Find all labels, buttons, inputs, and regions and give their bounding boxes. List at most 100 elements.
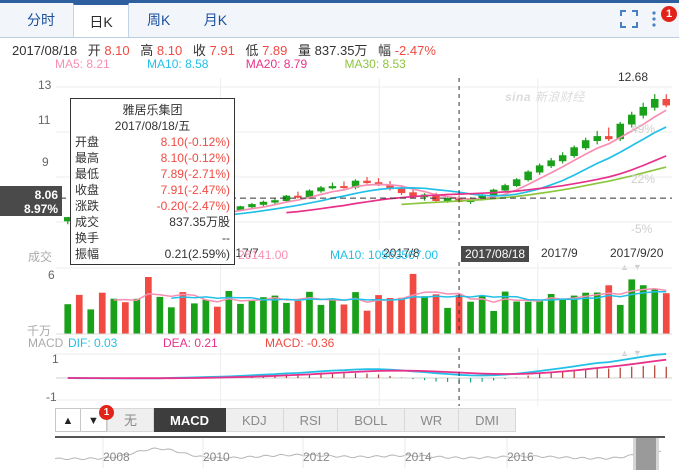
tooltip-close-value: 7.91(-2.47%) <box>160 183 230 197</box>
quote-info-bar: 2017/08/18 开 8.10 高 8.10 收 7.91 低 7.89 量… <box>0 40 679 76</box>
tooltip-high-label: 最高 <box>75 151 100 165</box>
indicator-dmi[interactable]: DMI <box>459 408 517 432</box>
xlabel-2017-8: 2017/8 <box>383 246 420 260</box>
tooltip-open-value: 8.10(-0.12%) <box>160 135 230 149</box>
notification-badge: 1 <box>661 6 677 22</box>
down-arrow-glyph: ▼ <box>88 415 99 427</box>
macd-header: MACD DIF: 0.03 DEA: 0.21 MACD: -0.36 <box>0 336 679 352</box>
more-vertical-icon[interactable]: 1 <box>651 6 677 28</box>
minimap-year-2012: 2012 <box>303 450 330 464</box>
moving-average-line: MA5: 8.21 MA10: 8.58 MA20: 8.79 MA30: 8.… <box>55 57 406 71</box>
indicator-badge: 1 <box>99 405 114 420</box>
minimap-year-2016: 2016 <box>507 450 534 464</box>
macd-sort-arrows[interactable]: ▲▼ <box>620 348 646 358</box>
ma30-value: MA30: 8.53 <box>344 57 406 71</box>
tab-minute[interactable]: 分时 <box>27 12 55 28</box>
tooltip-turnover-value: -- <box>222 231 230 245</box>
tooltip-row: 开盘 8.10(-0.12%) <box>75 134 230 150</box>
change-label: 幅 <box>378 43 392 58</box>
tab-daily[interactable]: 日K <box>73 3 129 37</box>
volume-sort-arrows[interactable]: ▲▼ <box>620 262 646 272</box>
xlabel-2017-9-20: 2017/9/20 <box>610 246 664 260</box>
tooltip-row: 换手 -- <box>75 230 230 246</box>
indicator-wr[interactable]: WR <box>404 408 460 432</box>
high-label: 高 <box>140 43 154 58</box>
price-tick-9: 9 <box>42 155 49 169</box>
crosshair-price-label: 8.06 8.97% <box>0 186 62 216</box>
open-value: 8.10 <box>104 43 130 58</box>
percent-tick-22: 22% <box>631 172 656 186</box>
fullscreen-icon[interactable] <box>619 10 638 28</box>
tooltip-row: 涨跌 -0.20(-2.47%) <box>75 198 230 214</box>
volume-header: 成交 26141.00 MA10: 10563567.00 <box>0 248 679 264</box>
minimap-scroll-handle[interactable] <box>633 438 659 470</box>
macd-tick-bottom: -1 <box>46 390 57 404</box>
top-tab-bar: 分时 日K 周K 月K 1 <box>0 0 679 38</box>
crosshair-date-label: 2017/08/18 <box>461 246 530 262</box>
tooltip-row: 成交 837.35万股 <box>75 214 230 230</box>
history-minimap[interactable]: 2008 2010 2012 2014 2016 <box>55 436 665 470</box>
low-label: 低 <box>245 43 259 58</box>
watermark-brand: sina <box>505 90 532 104</box>
indicator-boll[interactable]: BOLL <box>338 408 405 432</box>
quote-tooltip: 雅居乐集团 2017/08/18/五 开盘 8.10(-0.12%) 最高 8.10… <box>70 98 235 265</box>
indicator-macd[interactable]: MACD <box>154 408 227 432</box>
accent-line <box>0 0 679 3</box>
price-tick-13: 13 <box>38 78 52 92</box>
minimap-year-2010: 2010 <box>203 450 230 464</box>
volume-title: 成交 <box>28 250 53 264</box>
tooltip-change-value: -0.20(-2.47%) <box>156 199 230 213</box>
tooltip-low-value: 7.89(-2.71%) <box>160 167 230 181</box>
percent-tick-49: 49% <box>631 122 656 136</box>
tooltip-date: 2017/08/18/五 <box>114 119 191 133</box>
indicator-kdj[interactable]: KDJ <box>226 408 284 432</box>
scroll-down-button[interactable]: ▼ 1 <box>81 405 114 432</box>
volume-ma5: 26141.00 <box>238 248 289 262</box>
macd-chart-pane[interactable] <box>0 348 679 406</box>
close-label: 收 <box>192 43 206 58</box>
sina-watermark: sina 新浪财经 <box>505 88 585 105</box>
tooltip-amplitude-value: 0.21(2.59%) <box>164 247 230 261</box>
xlabel-2017-9: 2017/9 <box>541 246 578 260</box>
crosshair-price-value: 8.06 <box>34 188 58 202</box>
price-tick-11: 11 <box>38 113 51 127</box>
macd-title: MACD <box>28 336 64 350</box>
indicator-none[interactable]: 无 <box>107 408 155 432</box>
period-tabs: 分时 日K 周K 月K <box>12 3 242 38</box>
macd-main-value: MACD: -0.36 <box>265 336 335 350</box>
ma5-value: MA5: 8.21 <box>55 57 110 71</box>
tooltip-volume-label: 成交 <box>75 215 100 229</box>
tooltip-change-label: 涨跌 <box>75 199 100 213</box>
tab-weekly[interactable]: 周K <box>147 12 171 28</box>
tooltip-low-label: 最低 <box>75 167 100 181</box>
indicator-toolbar: ▲ ▼ 1 无 MACD KDJ RSI BOLL WR DMI <box>55 405 517 434</box>
price-chart-pane[interactable] <box>0 78 679 240</box>
scroll-up-button[interactable]: ▲ <box>55 408 81 432</box>
ma10-value: MA10: 8.58 <box>147 57 209 71</box>
peak-price-label: 12.68 <box>618 70 649 84</box>
tooltip-turnover-label: 换手 <box>75 231 100 245</box>
macd-dea-value: DEA: 0.21 <box>163 336 218 350</box>
top-icon-group: 1 <box>610 6 677 30</box>
volume-value: 837.35万 <box>314 43 368 58</box>
volume-label: 量 <box>298 43 312 58</box>
ma20-value: MA20: 8.79 <box>245 57 308 71</box>
tooltip-row: 最高 8.10(-0.12%) <box>75 150 230 166</box>
tooltip-stock-name: 雅居乐集团 <box>122 103 183 117</box>
tooltip-amplitude-label: 振幅 <box>75 247 100 261</box>
open-label: 开 <box>87 43 101 58</box>
tab-monthly[interactable]: 月K <box>203 12 228 28</box>
volume-ma10: MA10: 10563567.00 <box>330 248 439 262</box>
macd-dif-value: DIF: 0.03 <box>68 336 118 350</box>
volume-chart-pane[interactable] <box>0 262 679 340</box>
indicator-rsi[interactable]: RSI <box>283 408 339 432</box>
tooltip-row: 最低 7.89(-2.71%) <box>75 166 230 182</box>
crosshair-percent-value: 8.97% <box>23 202 58 216</box>
quote-summary-line: 2017/08/18 开 8.10 高 8.10 收 7.91 低 7.89 量… <box>12 40 436 59</box>
change-value: -2.47% <box>394 43 436 58</box>
volume-unit-label: 千万 <box>27 324 52 338</box>
tooltip-close-label: 收盘 <box>75 183 100 197</box>
minimap-year-2014: 2014 <box>405 450 432 464</box>
tooltip-high-value: 8.10(-0.12%) <box>160 151 230 165</box>
